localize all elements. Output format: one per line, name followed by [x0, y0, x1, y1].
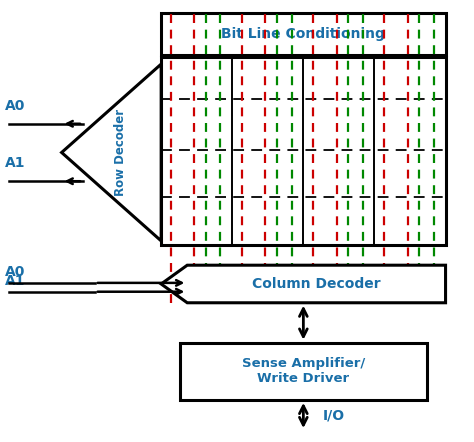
FancyBboxPatch shape — [161, 13, 446, 55]
Polygon shape — [62, 64, 161, 241]
FancyBboxPatch shape — [161, 57, 446, 245]
Text: I/O: I/O — [322, 408, 345, 423]
Text: Row Decoder: Row Decoder — [114, 109, 128, 196]
Polygon shape — [161, 265, 446, 303]
Text: A1: A1 — [5, 156, 25, 170]
Text: A0: A0 — [5, 265, 25, 279]
Text: Sense Amplifier/
Write Driver: Sense Amplifier/ Write Driver — [242, 357, 365, 385]
Text: Bit Line Conditioning: Bit Line Conditioning — [221, 27, 385, 41]
Text: A1: A1 — [5, 274, 25, 288]
Text: A0: A0 — [5, 99, 25, 113]
FancyBboxPatch shape — [180, 343, 427, 400]
Text: Column Decoder: Column Decoder — [252, 277, 381, 291]
